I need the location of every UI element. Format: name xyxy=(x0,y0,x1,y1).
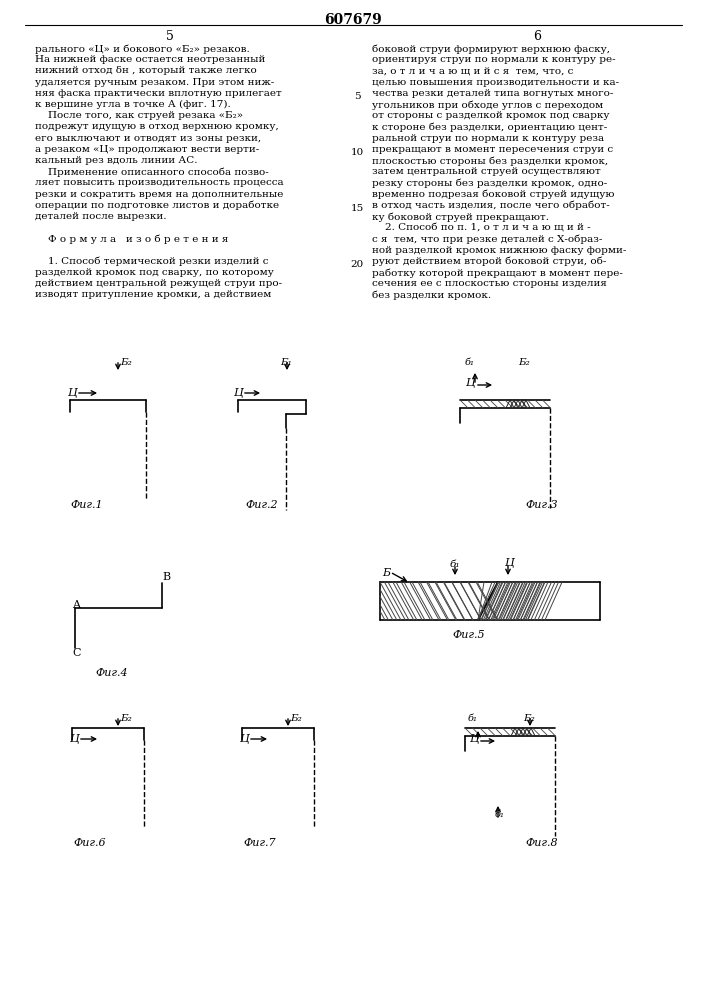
Text: 2. Способ по п. 1, о т л и ч а ю щ и й -: 2. Способ по п. 1, о т л и ч а ю щ и й - xyxy=(372,223,590,232)
Text: 5: 5 xyxy=(166,30,174,43)
Text: Применение описанного способа позво-: Применение описанного способа позво- xyxy=(35,167,269,177)
Text: Б₂: Б₂ xyxy=(523,714,534,723)
Text: работку которой прекращают в момент пере-: работку которой прекращают в момент пере… xyxy=(372,268,623,277)
Text: 607679: 607679 xyxy=(324,13,382,27)
Text: за, о т л и ч а ю щ и й с я  тем, что, с: за, о т л и ч а ю щ и й с я тем, что, с xyxy=(372,66,573,75)
Text: Ф о р м у л а   и з о б р е т е н и я: Ф о р м у л а и з о б р е т е н и я xyxy=(35,234,228,244)
Text: Б₂: Б₂ xyxy=(120,714,132,723)
Text: изводят притупление кромки, а действием: изводят притупление кромки, а действием xyxy=(35,290,271,299)
Text: а резаком «Ц» продолжают вести верти-: а резаком «Ц» продолжают вести верти- xyxy=(35,145,259,154)
Text: Б: Б xyxy=(382,568,390,578)
Text: Ц: Ц xyxy=(70,734,80,744)
Text: C: C xyxy=(72,648,81,658)
Text: резки и сократить время на дополнительные: резки и сократить время на дополнительны… xyxy=(35,190,284,199)
Text: с я  тем, что при резке деталей с Х-образ-: с я тем, что при резке деталей с Х-образ… xyxy=(372,234,602,244)
Text: чества резки деталей типа вогнутых много-: чества резки деталей типа вогнутых много… xyxy=(372,89,614,98)
Text: ной разделкой кромок нижнюю фаску форми-: ной разделкой кромок нижнюю фаску форми- xyxy=(372,246,626,255)
Text: Ц: Ц xyxy=(470,734,480,744)
Text: 1. Способ термической резки изделий с: 1. Способ термической резки изделий с xyxy=(35,257,269,266)
Text: резку стороны без разделки кромок, одно-: резку стороны без разделки кромок, одно- xyxy=(372,178,607,188)
Text: подрежут идущую в отход верхнюю кромку,: подрежут идущую в отход верхнюю кромку, xyxy=(35,122,279,131)
Text: плоскостью стороны без разделки кромок,: плоскостью стороны без разделки кромок, xyxy=(372,156,608,165)
Text: ляет повысить производительность процесса: ляет повысить производительность процесс… xyxy=(35,178,284,187)
Text: боковой струи формируют верхнюю фаску,: боковой струи формируют верхнюю фаску, xyxy=(372,44,610,53)
Text: Фиг.6: Фиг.6 xyxy=(73,838,105,848)
Text: няя фаска практически вплотную прилегает: няя фаска практически вплотную прилегает xyxy=(35,89,282,98)
Text: ориентируя струи по нормали к контуру ре-: ориентируя струи по нормали к контуру ре… xyxy=(372,55,616,64)
Text: 10: 10 xyxy=(351,148,363,157)
Text: действием центральной режущей струи про-: действием центральной режущей струи про- xyxy=(35,279,282,288)
Text: Ц: Ц xyxy=(240,734,250,744)
Text: Фиг.3: Фиг.3 xyxy=(525,500,558,510)
Text: целью повышения производительности и ка-: целью повышения производительности и ка- xyxy=(372,78,619,87)
Text: 20: 20 xyxy=(351,260,363,269)
Text: После того, как струей резака «Б₂»: После того, как струей резака «Б₂» xyxy=(35,111,243,120)
Text: кальный рез вдоль линии АС.: кальный рез вдоль линии АС. xyxy=(35,156,197,165)
Text: B: B xyxy=(162,572,170,582)
Text: к вершине угла в точке А (фиг. 17).: к вершине угла в точке А (фиг. 17). xyxy=(35,100,230,109)
Text: операции по подготовке листов и доработке: операции по подготовке листов и доработк… xyxy=(35,201,279,210)
Text: Б₂: Б₂ xyxy=(290,714,302,723)
Text: Ц: Ц xyxy=(68,388,78,398)
Text: Б₂: Б₂ xyxy=(120,358,132,367)
Text: без разделки кромок.: без разделки кромок. xyxy=(372,290,491,300)
Text: ку боковой струей прекращают.: ку боковой струей прекращают. xyxy=(372,212,549,222)
Text: б₁: б₁ xyxy=(450,560,460,569)
Text: б₁: б₁ xyxy=(465,358,475,367)
Text: A: A xyxy=(72,600,80,610)
Text: рального «Ц» и бокового «Б₂» резаков.: рального «Ц» и бокового «Б₂» резаков. xyxy=(35,44,250,53)
Text: удаляется ручным резаком. При этом ниж-: удаляется ручным резаком. При этом ниж- xyxy=(35,78,274,87)
Text: ральной струи по нормали к контуру реза: ральной струи по нормали к контуру реза xyxy=(372,134,604,143)
Text: 15: 15 xyxy=(351,204,363,213)
Text: Б₂: Б₂ xyxy=(518,358,530,367)
Text: Фиг.8: Фиг.8 xyxy=(525,838,558,848)
Text: нижний отход δн , который также легко: нижний отход δн , который также легко xyxy=(35,66,257,75)
Text: к стороне без разделки, ориентацию цент-: к стороне без разделки, ориентацию цент- xyxy=(372,122,607,132)
Text: затем центральной струей осуществляют: затем центральной струей осуществляют xyxy=(372,167,601,176)
Text: 5: 5 xyxy=(354,92,361,101)
Text: На нижней фаске остается неотрезанный: На нижней фаске остается неотрезанный xyxy=(35,55,265,64)
Text: Ц: Ц xyxy=(466,378,476,388)
Text: Фиг.5: Фиг.5 xyxy=(452,630,484,640)
Text: Фиг.2: Фиг.2 xyxy=(245,500,278,510)
Text: б₁: б₁ xyxy=(468,714,478,723)
Text: руют действием второй боковой струи, об-: руют действием второй боковой струи, об- xyxy=(372,257,607,266)
Text: его выключают и отводят из зоны резки,: его выключают и отводят из зоны резки, xyxy=(35,134,261,143)
Text: деталей после вырезки.: деталей после вырезки. xyxy=(35,212,167,221)
Text: от стороны с разделкой кромок под сварку: от стороны с разделкой кромок под сварку xyxy=(372,111,609,120)
Text: Ц: Ц xyxy=(505,558,515,568)
Text: Фиг.4: Фиг.4 xyxy=(95,668,128,678)
Text: временно подрезая боковой струей идущую: временно подрезая боковой струей идущую xyxy=(372,190,614,199)
Text: в отход часть изделия, после чего обработ-: в отход часть изделия, после чего обрабо… xyxy=(372,201,609,210)
Text: Б₁: Б₁ xyxy=(280,358,292,367)
Text: разделкой кромок под сварку, по которому: разделкой кромок под сварку, по которому xyxy=(35,268,274,277)
Text: угольников при обходе углов с переходом: угольников при обходе углов с переходом xyxy=(372,100,603,109)
Text: б₁: б₁ xyxy=(495,810,505,819)
Text: прекращают в момент пересечения струи с: прекращают в момент пересечения струи с xyxy=(372,145,613,154)
Text: Ц: Ц xyxy=(234,388,244,398)
Text: Фиг.1: Фиг.1 xyxy=(70,500,103,510)
Text: 6: 6 xyxy=(533,30,541,43)
Text: Фиг.7: Фиг.7 xyxy=(243,838,276,848)
Text: сечения ее с плоскостью стороны изделия: сечения ее с плоскостью стороны изделия xyxy=(372,279,607,288)
